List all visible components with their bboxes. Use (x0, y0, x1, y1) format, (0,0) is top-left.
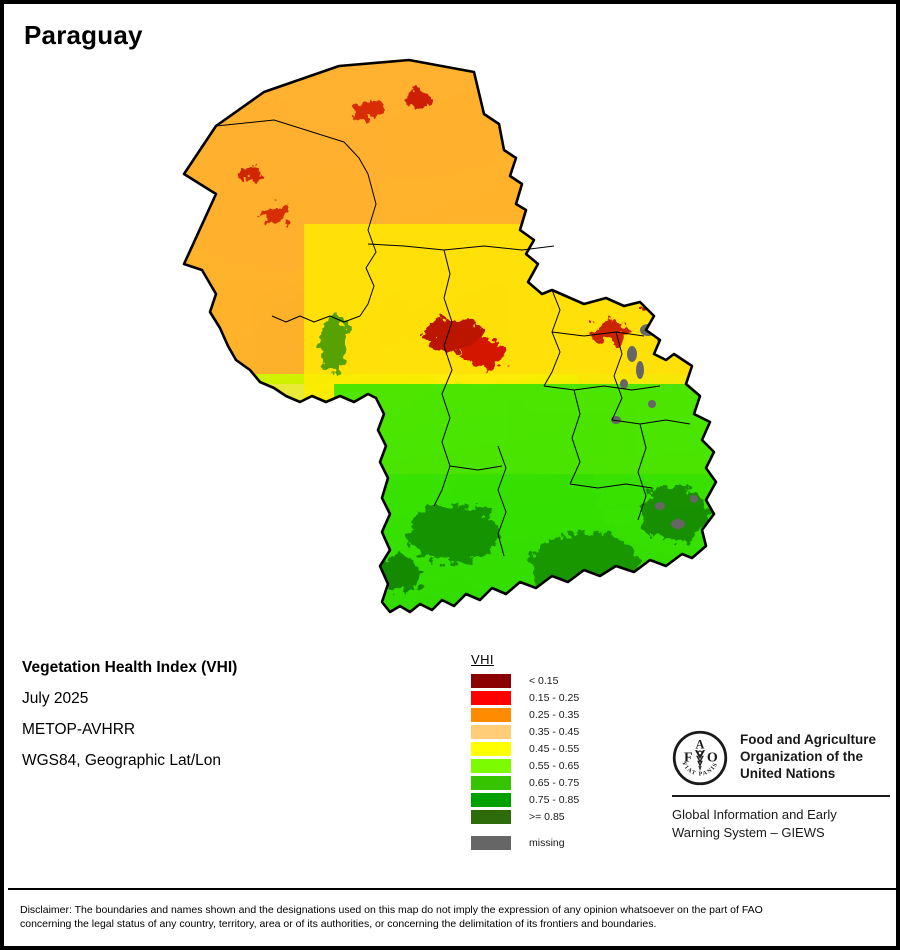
giews-line: Global Information and Early (672, 807, 837, 822)
fao-letter-f: F (684, 750, 693, 765)
vhi-legend: VHI < 0.15 0.15 - 0.25 0.25 - 0.35 0.35 … (471, 652, 579, 852)
legend-swatch (471, 742, 511, 756)
disclaimer-line: concerning the legal status of any count… (20, 918, 657, 930)
info-projection: WGS84, Geographic Lat/Lon (22, 752, 222, 769)
legend-swatch (471, 691, 511, 705)
fao-logo-icon: F A O FIAT PANIS (672, 730, 728, 786)
fao-name-line: Organization of the (740, 749, 863, 764)
disclaimer-divider (8, 888, 896, 890)
map-canvas[interactable] (154, 54, 784, 634)
legend-label: 0.35 - 0.45 (529, 725, 580, 738)
legend-row: 0.75 - 0.85 (471, 792, 579, 808)
fao-letter-o: O (707, 750, 718, 765)
page-title: Paraguay (24, 20, 143, 50)
info-period: July 2025 (22, 690, 89, 707)
giews-block: Global Information and Early Warning Sys… (672, 806, 892, 842)
legend-label-missing: missing (529, 836, 565, 849)
legend-row: < 0.15 (471, 673, 579, 689)
legend-row: 0.25 - 0.35 (471, 707, 579, 723)
fao-divider (672, 795, 890, 797)
disclaimer-line: Disclaimer: The boundaries and names sho… (20, 904, 763, 916)
legend-label: 0.25 - 0.35 (529, 708, 580, 721)
legend-row: 0.55 - 0.65 (471, 758, 579, 774)
info-sensor: METOP-AVHRR (22, 721, 136, 738)
legend-swatch (471, 708, 511, 722)
info-heading: Vegetation Health Index (VHI) (22, 659, 238, 676)
fao-name-line: Food and Agriculture (740, 732, 876, 747)
fao-name-block: Food and Agriculture Organization of the… (740, 730, 876, 782)
legend-swatch (471, 725, 511, 739)
legend-swatch-missing (471, 836, 511, 850)
legend-label: 0.45 - 0.55 (529, 742, 580, 755)
vhi-raster (184, 60, 716, 612)
legend-row: 0.35 - 0.45 (471, 724, 579, 740)
legend-label: 0.15 - 0.25 (529, 691, 580, 704)
legend-swatch (471, 793, 511, 807)
legend-row: 0.65 - 0.75 (471, 775, 579, 791)
fao-branding: F A O FIAT PANIS Food and Agriculture Or… (672, 730, 892, 842)
legend-title: VHI (471, 652, 494, 667)
legend-label: 0.55 - 0.65 (529, 759, 580, 772)
legend-row: 0.45 - 0.55 (471, 741, 579, 757)
legend-label: >= 0.85 (529, 810, 565, 823)
country-outline (182, 58, 718, 614)
department-boundaries (215, 119, 691, 557)
legend-swatch (471, 810, 511, 824)
legend-row: 0.15 - 0.25 (471, 690, 579, 706)
fao-letter-a: A (696, 737, 705, 751)
legend-row: >= 0.85 (471, 809, 579, 825)
disclaimer-block: Disclaimer: The boundaries and names sho… (20, 903, 888, 931)
paraguay-vhi-map[interactable] (154, 54, 784, 634)
legend-label: < 0.15 (529, 674, 559, 687)
map-info-block: Vegetation Health Index (VHI) July 2025 … (22, 659, 442, 783)
wheat-ear-icon (694, 750, 706, 771)
giews-line: Warning System – GIEWS (672, 825, 825, 840)
legend-label: 0.75 - 0.85 (529, 793, 580, 806)
fao-name-line: United Nations (740, 766, 836, 781)
legend-swatch (471, 674, 511, 688)
legend-label: 0.65 - 0.75 (529, 776, 580, 789)
legend-swatch (471, 776, 511, 790)
legend-swatch (471, 759, 511, 773)
legend-row-missing: missing (471, 835, 579, 851)
